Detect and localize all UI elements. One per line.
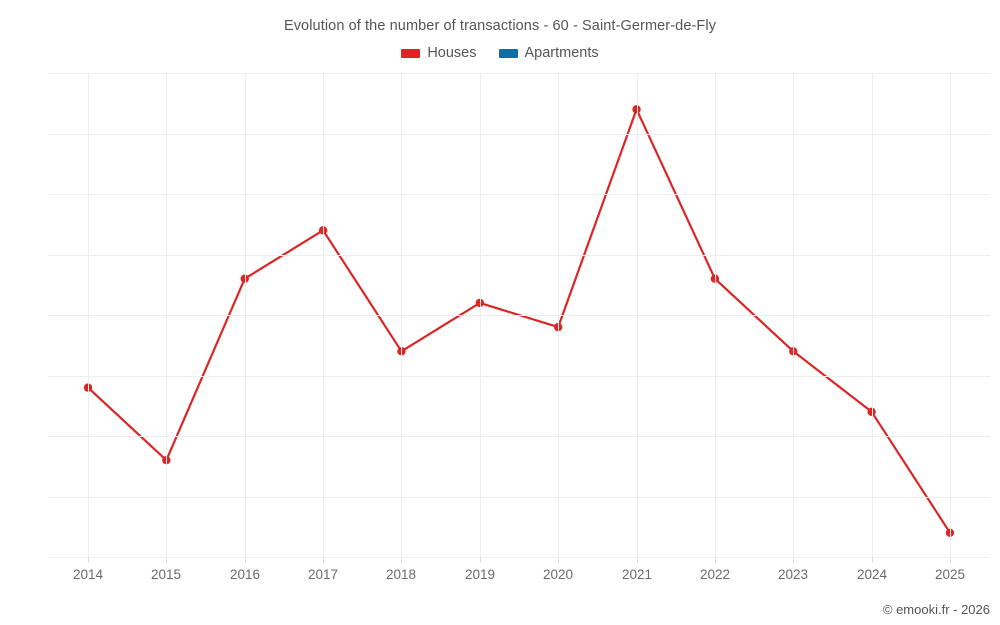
legend-label-houses: Houses xyxy=(427,45,477,61)
x-axis-tick-mark xyxy=(558,557,559,563)
x-axis-tick-label: 2023 xyxy=(777,567,809,582)
y-gridline xyxy=(48,557,990,558)
legend-swatch-icon-houses xyxy=(401,48,421,58)
y-gridline xyxy=(48,255,990,256)
x-axis-tick-label: 2017 xyxy=(307,567,339,582)
y-gridline xyxy=(48,73,990,74)
x-axis-tick-label: 2015 xyxy=(150,567,182,582)
x-axis-tick-label: 2022 xyxy=(699,567,731,582)
chart-legend: Houses Apartments xyxy=(0,45,1000,61)
y-gridline xyxy=(48,376,990,377)
x-axis-tick-mark xyxy=(323,557,324,563)
x-axis-tick-mark xyxy=(480,557,481,563)
x-axis-tick-label: 2025 xyxy=(934,567,966,582)
data-point-marker[interactable] xyxy=(475,298,485,308)
x-axis-tick-mark xyxy=(637,557,638,563)
x-axis-tick-label: 2016 xyxy=(229,567,261,582)
x-axis-tick-mark xyxy=(793,557,794,563)
x-gridline xyxy=(166,73,167,557)
x-axis-tick-mark xyxy=(715,557,716,563)
data-point-marker[interactable] xyxy=(710,274,720,283)
x-gridline xyxy=(558,73,559,557)
x-axis-tick-label: 2021 xyxy=(621,567,653,582)
x-gridline xyxy=(401,73,402,557)
series-line-houses xyxy=(86,108,952,534)
x-axis-tick-mark xyxy=(401,557,402,563)
data-point-marker[interactable] xyxy=(867,407,876,416)
x-gridline xyxy=(480,73,481,557)
legend-item-houses[interactable]: Houses xyxy=(401,45,477,61)
x-axis-tick-label: 2018 xyxy=(385,567,417,582)
x-axis-tick-mark xyxy=(245,557,246,563)
legend-label-apartments: Apartments xyxy=(524,45,599,61)
x-axis-tick-mark xyxy=(950,557,951,563)
legend-item-apartments[interactable]: Apartments xyxy=(498,45,599,61)
data-point-marker[interactable] xyxy=(632,105,641,114)
y-gridline xyxy=(48,134,990,135)
x-axis-tick-mark xyxy=(166,557,167,563)
x-axis-tick-label: 2019 xyxy=(464,567,496,582)
x-axis-tick-label: 2024 xyxy=(856,567,888,582)
y-gridline xyxy=(48,436,990,437)
x-axis-tick-label: 2014 xyxy=(72,567,104,582)
x-gridline xyxy=(950,73,951,557)
x-axis-tick-mark xyxy=(872,557,873,563)
x-gridline xyxy=(323,73,324,557)
chart-title: Evolution of the number of transactions … xyxy=(283,18,717,34)
copyright-credit: © emooki.fr - 2026 xyxy=(882,602,990,617)
y-gridline xyxy=(48,315,990,316)
x-axis-tick-mark xyxy=(88,557,89,563)
plot-area: 4540353025201510520142015201620172018201… xyxy=(48,73,990,582)
legend-swatch-icon-apartments xyxy=(498,48,518,58)
x-gridline xyxy=(637,73,638,557)
x-axis-tick-label: 2020 xyxy=(542,567,574,582)
x-gridline xyxy=(88,73,89,557)
x-gridline xyxy=(793,73,794,557)
y-gridline xyxy=(48,194,990,195)
x-gridline xyxy=(245,73,246,557)
y-gridline xyxy=(48,497,990,498)
x-gridline xyxy=(872,73,873,557)
data-point-marker[interactable] xyxy=(240,274,249,283)
x-gridline xyxy=(715,73,716,557)
